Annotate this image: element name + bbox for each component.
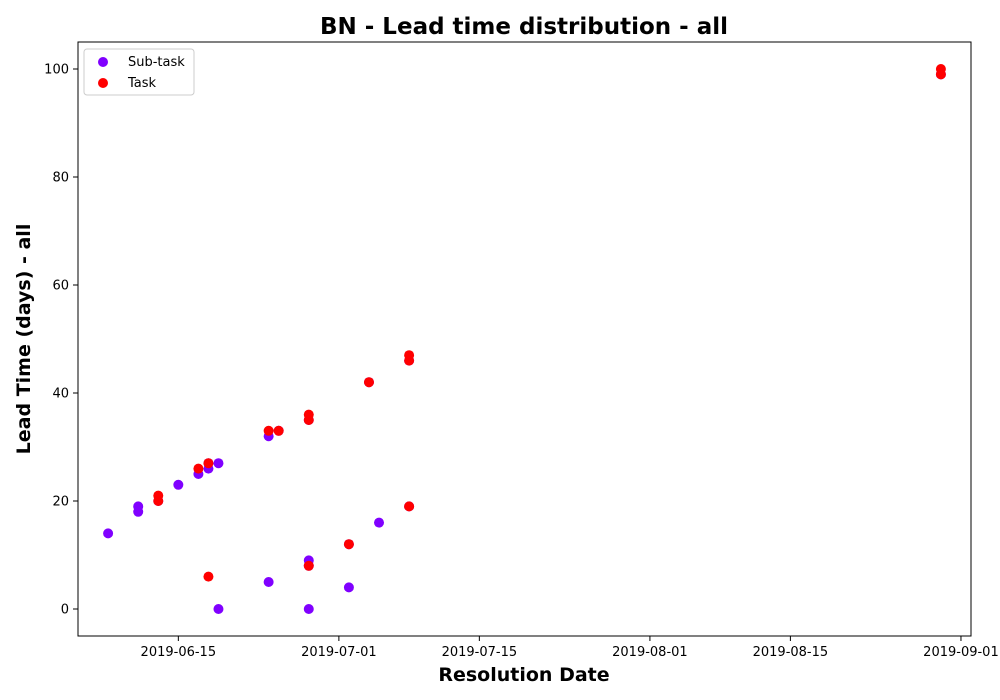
point-task — [263, 425, 274, 436]
y-tick-label: 80 — [52, 171, 69, 186]
x-tick-label: 2019-07-01 — [301, 645, 377, 660]
legend: Sub-task Task — [83, 48, 195, 96]
y-tick-label: 0 — [61, 603, 69, 618]
y-axis-label: Lead Time (days) - all — [13, 224, 35, 455]
point-task — [343, 539, 354, 550]
legend-label-subtask: Sub-task — [128, 55, 185, 70]
point-task — [404, 501, 415, 512]
point-task — [203, 571, 214, 582]
point-subtask — [343, 582, 354, 593]
legend-marker-task — [98, 78, 108, 88]
point-task — [363, 377, 374, 388]
x-axis: 2019-06-15 2019-07-01 2019-07-15 2019-08-01… — [141, 636, 999, 660]
point-subtask — [213, 604, 224, 614]
legend-marker-subtask — [98, 57, 108, 67]
point-subtask — [374, 517, 385, 528]
point-task — [193, 463, 204, 474]
x-axis-label: Resolution Date — [438, 664, 609, 686]
point-task — [303, 560, 314, 571]
point-subtask — [133, 501, 144, 512]
point-subtask — [303, 604, 314, 614]
legend-label-task: Task — [127, 76, 157, 91]
y-tick-label: 40 — [52, 387, 69, 402]
point-task — [935, 69, 946, 80]
x-tick-label: 2019-09-01 — [923, 645, 999, 660]
point-task — [273, 425, 284, 436]
point-subtask — [173, 479, 184, 490]
legend-box — [83, 48, 195, 96]
x-tick-label: 2019-08-01 — [612, 645, 688, 660]
y-tick-label: 60 — [52, 279, 69, 294]
x-tick-label: 2019-07-15 — [442, 645, 518, 660]
x-tick-label: 2019-06-15 — [141, 645, 217, 660]
chart-title: BN - Lead time distribution - all — [320, 14, 728, 40]
point-subtask — [103, 528, 114, 539]
point-task — [153, 490, 164, 501]
y-tick-label: 100 — [44, 63, 69, 78]
point-task — [404, 355, 415, 366]
data-points — [103, 64, 946, 614]
plot-area — [78, 42, 971, 636]
point-subtask — [213, 458, 224, 469]
axes-background — [78, 42, 971, 636]
y-tick-label: 20 — [52, 495, 69, 510]
point-task — [203, 458, 214, 469]
y-axis: 0 20 40 60 80 100 — [44, 63, 78, 618]
point-task — [303, 415, 314, 425]
point-subtask — [263, 577, 274, 587]
axes-frame — [77, 41, 972, 637]
x-tick-label: 2019-08-15 — [753, 645, 829, 660]
